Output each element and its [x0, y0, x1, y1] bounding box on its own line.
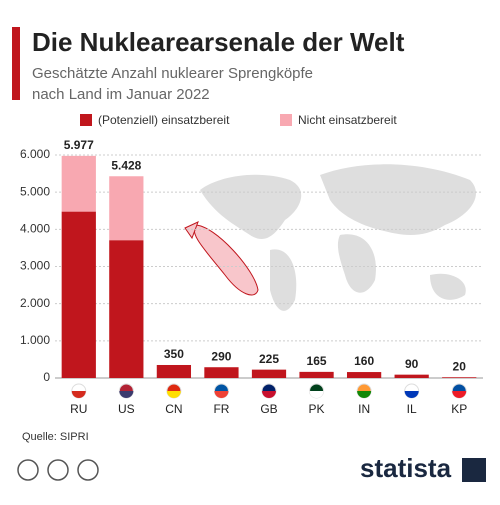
x-tick-label: FR — [213, 402, 229, 416]
flag — [262, 391, 276, 398]
bar — [204, 367, 239, 378]
bomb-icon — [184, 221, 259, 296]
bar — [346, 372, 382, 378]
x-tick-label: IN — [358, 402, 370, 416]
flag — [214, 391, 229, 399]
total-label: 225 — [259, 352, 279, 366]
world-map — [200, 164, 476, 311]
source: Quelle: SIPRI — [22, 431, 89, 443]
y-tick-label: 3.000 — [20, 259, 50, 273]
bar — [109, 176, 144, 241]
flag — [452, 391, 467, 399]
x-tick-label: IL — [407, 402, 417, 416]
y-tick-label: 2.000 — [20, 296, 50, 310]
subtitle: nach Land im Januar 2022 — [32, 86, 210, 103]
legend-swatch — [280, 114, 292, 126]
legend-label: Nicht einsatzbereit — [298, 113, 397, 127]
x-tick-label: US — [118, 402, 135, 416]
bar — [394, 374, 429, 378]
total-label: 350 — [164, 347, 184, 361]
flag — [357, 391, 372, 399]
flag — [119, 391, 134, 398]
license-icons — [17, 459, 99, 481]
flag — [309, 391, 324, 399]
flag — [71, 391, 86, 399]
accent-bar — [12, 27, 20, 100]
y-tick-label: 6.000 — [20, 147, 50, 161]
x-tick-label: KP — [451, 402, 467, 416]
subtitle: Geschätzte Anzahl nuklearer Sprengköpfe — [32, 65, 313, 82]
bar — [299, 371, 334, 378]
legend-label: (Potenziell) einsatzbereit — [98, 113, 230, 127]
flag — [404, 391, 419, 399]
flag — [166, 391, 181, 399]
bar — [442, 377, 477, 378]
total-label: 90 — [405, 357, 419, 371]
bar — [251, 369, 287, 378]
total-label: 5.977 — [64, 138, 94, 152]
brand-logo — [462, 458, 486, 482]
x-tick-label: GB — [260, 402, 277, 416]
brand: statista — [360, 453, 452, 483]
total-label: 5.428 — [111, 158, 141, 172]
y-tick-label: 5.000 — [20, 184, 50, 198]
y-tick-label: 1.000 — [20, 333, 50, 347]
bar — [61, 155, 96, 212]
x-tick-label: PK — [309, 402, 325, 416]
total-label: 165 — [307, 354, 327, 368]
total-label: 160 — [354, 354, 374, 368]
y-tick-label: 0 — [43, 370, 50, 384]
total-label: 20 — [453, 359, 467, 373]
bar — [61, 211, 96, 378]
x-tick-label: RU — [70, 402, 87, 416]
legend-swatch — [80, 114, 92, 126]
bar — [109, 240, 144, 378]
chart-title: Die Nuklearearsenale der Welt — [32, 27, 405, 57]
total-label: 290 — [211, 349, 231, 363]
x-tick-label: CN — [165, 402, 182, 416]
bar — [156, 364, 192, 378]
y-tick-label: 4.000 — [20, 222, 50, 236]
